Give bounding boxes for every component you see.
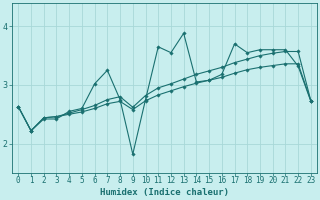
X-axis label: Humidex (Indice chaleur): Humidex (Indice chaleur) (100, 188, 229, 197)
